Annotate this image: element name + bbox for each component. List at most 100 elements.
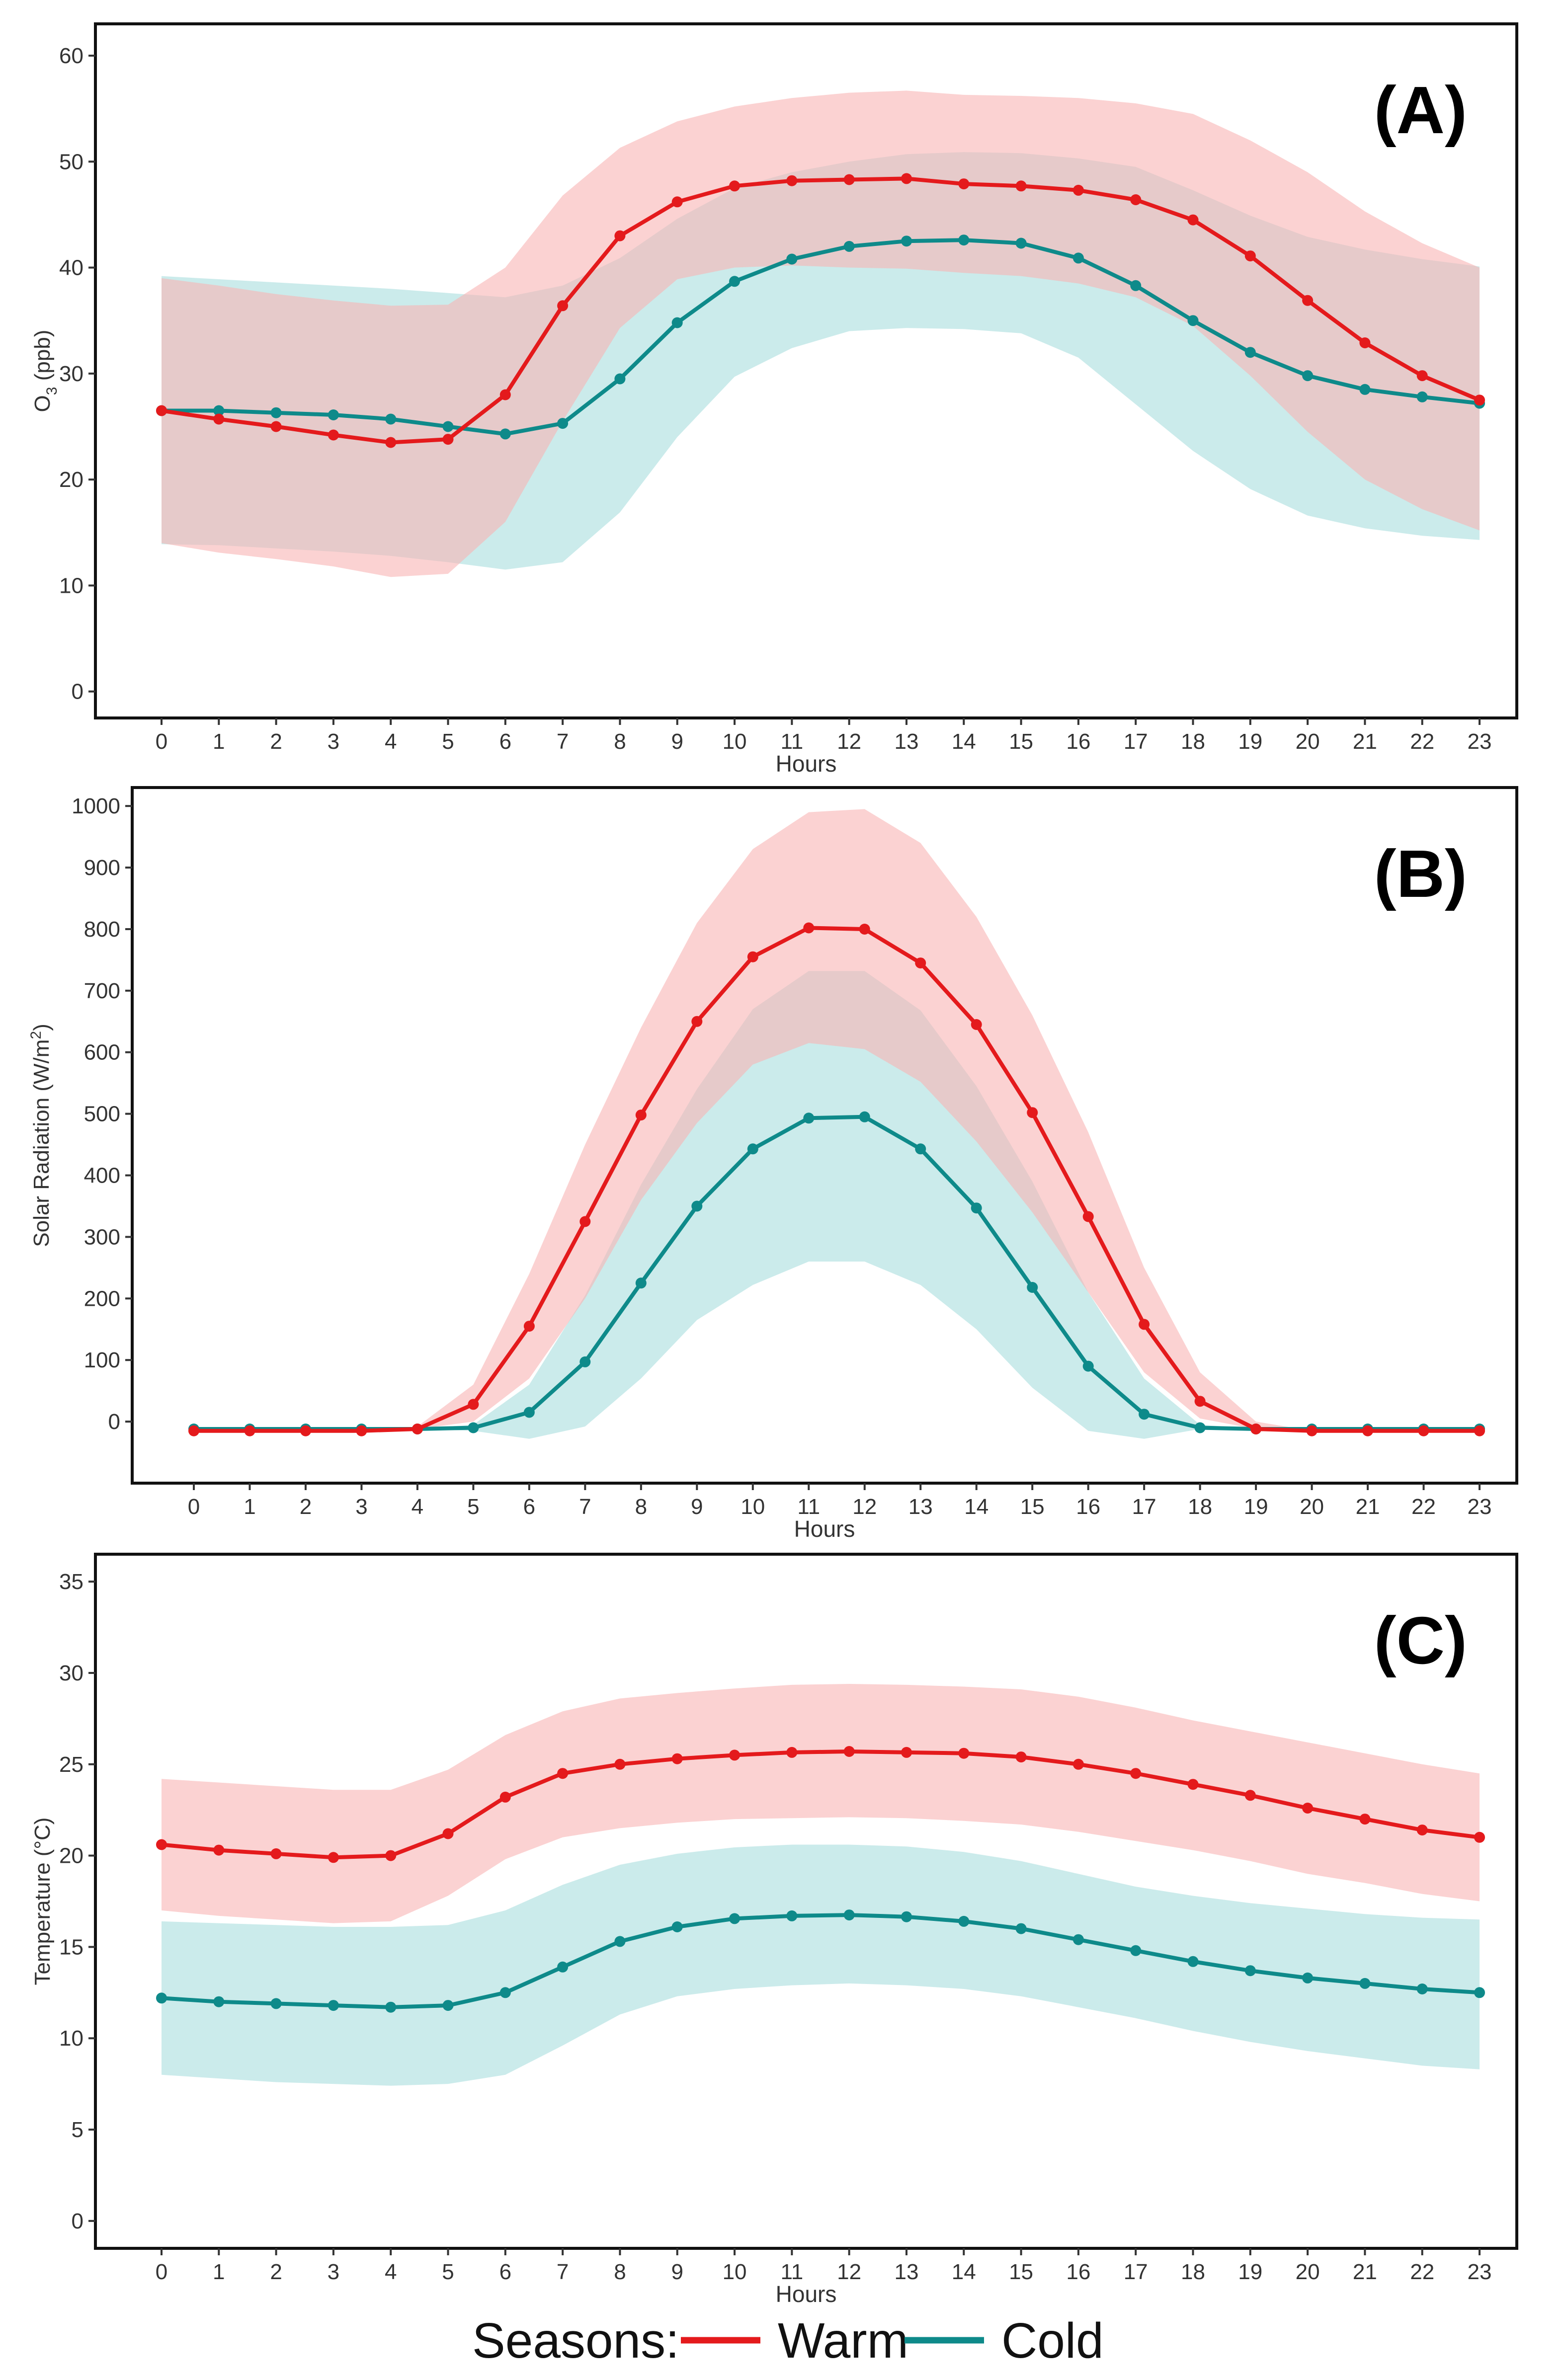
point-warm: [1187, 214, 1199, 226]
x-tick-label: 1: [244, 1495, 255, 1519]
y-tick-label: 10: [59, 573, 83, 598]
y-tick-label: 400: [84, 1164, 120, 1188]
y-tick-label: 10: [59, 2026, 83, 2051]
point-cold: [729, 1913, 740, 1924]
x-axis-label: Hours: [776, 2281, 837, 2307]
x-tick-label: 2: [300, 1495, 312, 1519]
point-warm: [1015, 180, 1027, 192]
x-tick-label: 21: [1356, 1495, 1380, 1519]
point-cold: [1139, 1409, 1150, 1420]
y-tick-label: 1000: [72, 794, 120, 818]
point-cold: [1130, 1945, 1142, 1956]
line-cold: [162, 238, 1480, 436]
x-tick-label: 0: [188, 1495, 200, 1519]
panel-label: (A): [1374, 73, 1467, 148]
point-warm: [1194, 1396, 1206, 1407]
point-warm: [1416, 1825, 1428, 1836]
point-cold: [1359, 1978, 1371, 1989]
y-tick-label: 0: [72, 2209, 83, 2233]
x-tick-label: 20: [1296, 729, 1320, 754]
point-warm: [729, 180, 740, 192]
x-tick-label: 23: [1468, 2260, 1492, 2284]
point-warm: [786, 175, 798, 186]
x-tick-label: 22: [1410, 2260, 1434, 2284]
y-tick-label: 100: [84, 1348, 120, 1372]
point-cold: [958, 1915, 970, 1927]
x-tick-label: 18: [1181, 729, 1205, 754]
y-tick-label: 5: [72, 2118, 83, 2142]
x-tick-label: 9: [671, 729, 683, 754]
point-cold: [1130, 280, 1142, 291]
x-tick-label: 20: [1296, 2260, 1320, 2284]
x-tick-label: 7: [557, 729, 569, 754]
y-tick-label: 900: [84, 856, 120, 880]
point-cold: [468, 1422, 479, 1433]
point-warm: [614, 1758, 626, 1770]
point-cold: [385, 2001, 397, 2013]
point-warm: [213, 1844, 225, 1856]
point-warm: [1359, 337, 1371, 348]
point-warm: [1359, 1814, 1371, 1825]
y-tick-label: 0: [108, 1410, 120, 1434]
line-warm: [194, 926, 1480, 1433]
point-cold: [442, 421, 454, 432]
point-cold: [958, 235, 970, 246]
point-warm: [213, 413, 225, 425]
point-cold: [213, 405, 225, 416]
point-cold: [614, 1936, 626, 1947]
line-cold: [161, 1913, 1480, 2009]
point-cold: [1302, 370, 1314, 382]
x-tick-label: 14: [952, 2260, 976, 2284]
x-tick-label: 23: [1468, 729, 1492, 754]
x-tick-label: 5: [442, 2260, 454, 2284]
point-warm: [958, 178, 970, 190]
point-cold: [901, 236, 912, 247]
point-warm: [729, 1749, 740, 1761]
point-cold: [747, 1143, 758, 1155]
x-tick-label: 17: [1124, 2260, 1148, 2284]
point-cold: [1072, 252, 1084, 264]
point-warm: [300, 1425, 311, 1436]
point-warm: [1418, 1425, 1429, 1436]
point-cold: [1244, 347, 1256, 358]
x-tick-label: 9: [671, 2260, 683, 2284]
point-warm: [156, 1839, 167, 1850]
x-tick-label: 21: [1353, 2260, 1377, 2284]
point-cold: [1416, 391, 1428, 402]
point-warm: [671, 196, 683, 208]
x-tick-label: 11: [781, 2260, 804, 2284]
x-tick-label: 18: [1181, 2260, 1205, 2284]
x-tick-label: 6: [499, 729, 511, 754]
point-warm: [671, 1753, 683, 1764]
point-warm: [385, 1850, 397, 1861]
point-warm: [270, 1848, 282, 1859]
x-tick-label: 16: [1066, 2260, 1090, 2284]
x-tick-label: 4: [385, 2260, 397, 2284]
point-warm: [1015, 1751, 1027, 1763]
point-warm: [958, 1747, 970, 1759]
plot-frame: [131, 786, 1518, 1485]
y-axis-label: Solar Radiation (W/m2): [28, 1024, 54, 1247]
point-warm: [557, 300, 569, 312]
point-cold: [786, 1910, 798, 1921]
point-cold: [803, 1112, 815, 1124]
point-warm: [356, 1425, 367, 1436]
band-warm: [194, 809, 1480, 1431]
x-tick-label: 6: [523, 1495, 535, 1519]
point-cold: [499, 428, 511, 440]
point-warm: [468, 1399, 479, 1410]
point-warm: [385, 437, 397, 448]
point-cold: [328, 2000, 339, 2011]
x-tick-label: 7: [579, 1495, 591, 1519]
point-warm: [1130, 194, 1142, 205]
point-warm: [1362, 1425, 1373, 1436]
point-cold: [843, 1909, 855, 1921]
point-warm: [1082, 1211, 1094, 1222]
x-tick-label: 11: [781, 729, 804, 754]
x-axis-label: Hours: [776, 751, 837, 777]
point-warm: [1250, 1424, 1262, 1434]
point-cold: [843, 240, 855, 252]
y-tick-label: 25: [59, 1752, 83, 1777]
